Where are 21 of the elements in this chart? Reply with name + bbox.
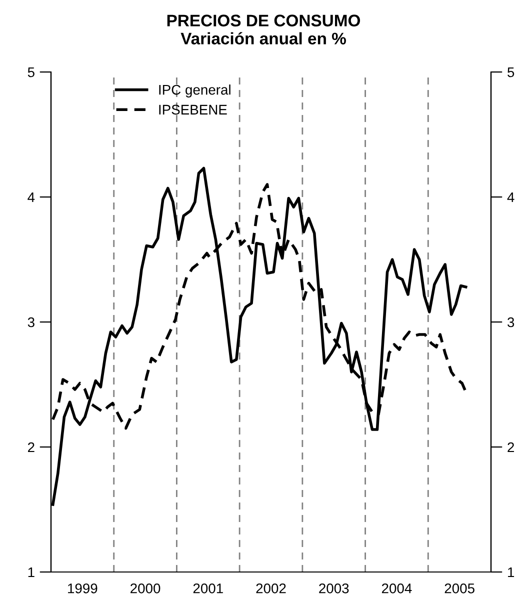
y-tick-label: 5 bbox=[28, 67, 34, 78]
chart-title: PRECIOS DE CONSUMO bbox=[167, 14, 360, 26]
x-tick-label: 1999 bbox=[68, 583, 98, 594]
x-tick-label: 2002 bbox=[256, 583, 286, 594]
x-tick-label: 2000 bbox=[130, 583, 160, 594]
y2-tick-label: 3 bbox=[508, 317, 514, 328]
y2-tick-label: 2 bbox=[508, 442, 514, 452]
legend-label: IPSEBENE bbox=[159, 104, 227, 115]
y-tick-label: 2 bbox=[28, 442, 34, 452]
x-tick-label: 2004 bbox=[382, 583, 412, 594]
y-tick-label: 1 bbox=[28, 567, 34, 578]
x-tick-label: 2001 bbox=[193, 583, 223, 594]
y2-tick-label: 5 bbox=[508, 67, 514, 78]
legend-label: IPC general bbox=[159, 84, 230, 98]
y-tick-label: 4 bbox=[28, 192, 35, 202]
x-tick-label: 2005 bbox=[444, 583, 474, 594]
x-tick-label: 2003 bbox=[319, 583, 349, 594]
y2-tick-label: 4 bbox=[507, 192, 514, 202]
y2-tick-label: 1 bbox=[508, 567, 514, 578]
y-tick-label: 3 bbox=[28, 317, 34, 328]
chart-subtitle: Variación anual en % bbox=[180, 32, 346, 44]
